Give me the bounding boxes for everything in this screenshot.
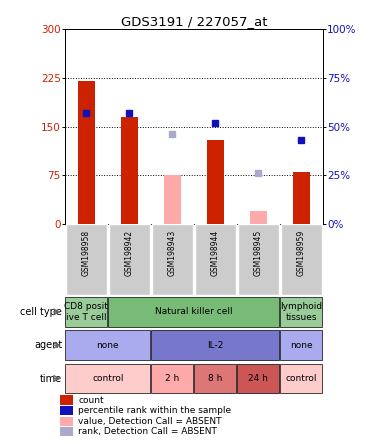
Bar — [60, 416, 73, 426]
Bar — [108, 297, 279, 327]
Text: IL-2: IL-2 — [207, 341, 223, 350]
Bar — [60, 406, 73, 415]
Text: 2 h: 2 h — [165, 374, 180, 383]
Text: GSM198942: GSM198942 — [125, 230, 134, 276]
Text: CD8 posit
ive T cell: CD8 posit ive T cell — [65, 302, 108, 321]
Text: GSM198943: GSM198943 — [168, 230, 177, 276]
Text: GSM198959: GSM198959 — [297, 230, 306, 276]
Text: time: time — [40, 373, 62, 384]
Text: rank, Detection Call = ABSENT: rank, Detection Call = ABSENT — [78, 427, 217, 436]
Text: Natural killer cell: Natural killer cell — [155, 307, 233, 317]
Text: cell type: cell type — [20, 307, 62, 317]
Bar — [65, 330, 151, 360]
Text: control: control — [286, 374, 317, 383]
Text: none: none — [96, 341, 119, 350]
Text: GSM198944: GSM198944 — [211, 230, 220, 276]
Bar — [195, 224, 236, 295]
Bar — [280, 364, 322, 393]
Bar — [121, 117, 138, 224]
Bar — [250, 211, 267, 224]
Bar — [151, 364, 193, 393]
Text: GSM198958: GSM198958 — [82, 230, 91, 276]
Text: 24 h: 24 h — [248, 374, 268, 383]
Bar — [280, 330, 322, 360]
Title: GDS3191 / 227057_at: GDS3191 / 227057_at — [121, 15, 267, 28]
Text: GSM198945: GSM198945 — [254, 230, 263, 276]
Bar — [152, 224, 193, 295]
Text: agent: agent — [34, 340, 62, 350]
Bar — [237, 364, 279, 393]
Bar — [60, 396, 73, 405]
Text: control: control — [92, 374, 124, 383]
Bar — [207, 139, 224, 224]
Text: lymphoid
tissues: lymphoid tissues — [280, 302, 322, 321]
Bar — [65, 364, 151, 393]
Bar — [280, 297, 322, 327]
Bar — [60, 427, 73, 436]
Bar — [164, 175, 181, 224]
Bar — [151, 330, 279, 360]
Bar — [65, 297, 108, 327]
Text: percentile rank within the sample: percentile rank within the sample — [78, 406, 231, 415]
Bar — [109, 224, 150, 295]
Text: value, Detection Call = ABSENT: value, Detection Call = ABSENT — [78, 417, 221, 426]
Text: count: count — [78, 396, 104, 404]
Bar — [293, 172, 310, 224]
Text: 8 h: 8 h — [208, 374, 223, 383]
Bar — [238, 224, 279, 295]
Bar — [194, 364, 236, 393]
Bar — [78, 81, 95, 224]
Bar — [280, 224, 322, 295]
Bar — [66, 224, 107, 295]
Text: none: none — [290, 341, 313, 350]
